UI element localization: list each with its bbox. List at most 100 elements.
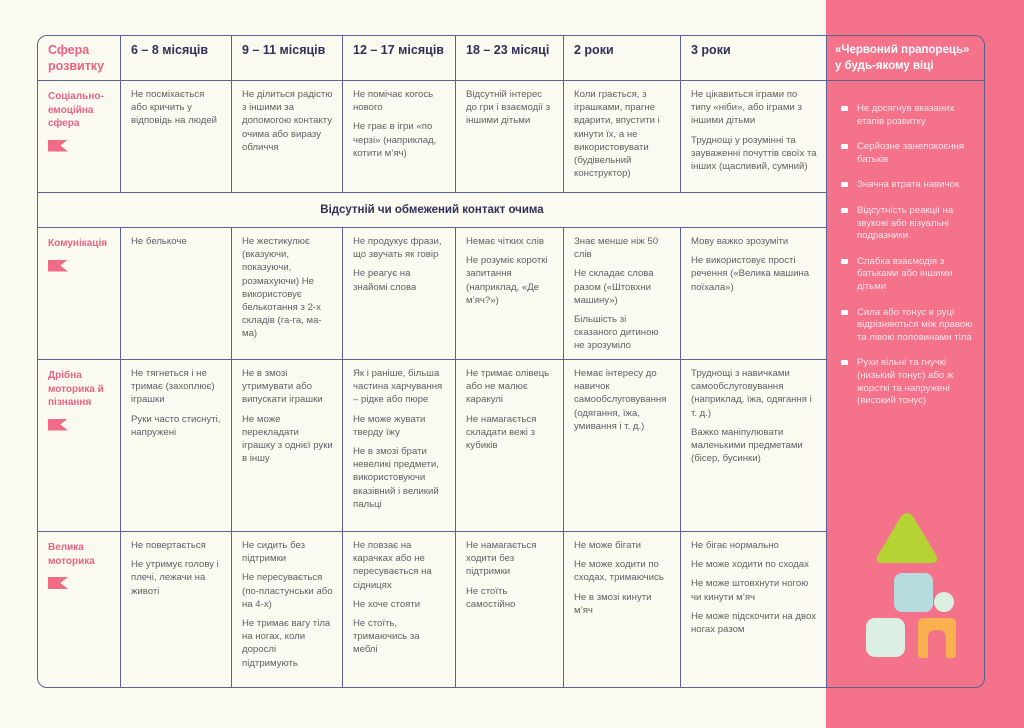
flag-icon: [48, 259, 68, 272]
red-flag-item: Серйозне занепокоєння батьків: [841, 141, 978, 166]
red-flag-text: Слабка взаємодія з батьками або іншими д…: [857, 255, 953, 292]
bullet-icon: [841, 258, 848, 264]
cell-text: Труднощі з навичками самообслуговування …: [691, 368, 812, 419]
row-label: Соціально-емоційна сфера: [48, 91, 104, 129]
cell-text: Не утримує голову і плечі, лежачи на жив…: [131, 559, 219, 597]
table-cell: Не белькоче: [121, 228, 232, 360]
blocks-illustration: [866, 513, 956, 658]
cell-text: Не в змозі утримувати або випускати ігра…: [242, 368, 323, 406]
cell-text: Не може ходити по сходах: [691, 559, 809, 571]
red-flag-header: «Червоний прапорець» у будь-якому віці: [827, 36, 984, 81]
cell-text: Не стоїть, тримаючись за меблі: [353, 618, 420, 656]
table-cell: Як і раніше, більша частина харчування –…: [343, 360, 456, 532]
flag-icon: [48, 418, 68, 431]
cell-text: Не в змозі брати невеликі предмети, вико…: [353, 446, 439, 510]
red-flag-item: Не досягнув вказаних етапів розвитку: [841, 103, 978, 128]
cell-text: Не жестикулює (вказуючи, показуючи, розм…: [242, 236, 322, 340]
cell-text: Важко маніпулювати маленькими предметами…: [691, 426, 803, 465]
triangle-block-icon: [876, 513, 938, 563]
table-cell: Не сидить без підтримки Не пересувається …: [232, 532, 343, 687]
bullet-icon: [841, 309, 848, 315]
table-cell: Труднощі з навичками самообслуговування …: [681, 360, 827, 532]
cell-text: Не посміхається або кричить у відповідь …: [131, 89, 218, 127]
table-cell: Не посміхається або кричить у відповідь …: [121, 81, 232, 193]
bullet-icon: [841, 182, 848, 188]
cell-text: Не реагує на знайомі слова: [353, 268, 417, 293]
table-cell: Не в змозі утримувати або випускати ігра…: [232, 360, 343, 532]
development-table: Сфера розвитку 6 – 8 місяців 9 – 11 місяці…: [37, 35, 985, 688]
cell-text: Не тягнеться і не тримає (захоплює) ігра…: [131, 368, 215, 406]
column-header-age: 9 – 11 місяців: [232, 36, 343, 81]
cell-text: Відсутній інтерес до гри і взаємодії з і…: [466, 89, 551, 127]
red-flag-text: Серйозне занепокоєння батьків: [857, 141, 965, 165]
bullet-icon: [841, 144, 848, 150]
cell-text: Не пересувається (по-пластунськи або на …: [242, 572, 333, 610]
red-flag-text: Не досягнув вказаних етапів розвитку: [857, 103, 955, 127]
cell-text: Не хоче стояти: [353, 598, 421, 610]
row-label-cell: Комунікація: [38, 228, 121, 360]
table-cell: Не повзає на карачках або не пересуваєть…: [343, 532, 456, 687]
cell-text: Не тримає вагу тіла на ногах, коли дорос…: [242, 618, 331, 669]
cell-text: Не може підскочити на двох ногах разом: [691, 610, 817, 636]
table-cell: Не ділиться радістю з іншими за допомого…: [232, 81, 343, 193]
arch-block-icon: [918, 618, 956, 658]
column-header-age: 2 роки: [564, 36, 681, 81]
table-cell: Не тягнеться і не тримає (захоплює) ігра…: [121, 360, 232, 532]
table-cell: Немає чітких слів Не розуміє короткі запи…: [456, 228, 564, 360]
cell-text: Немає інтересу до навичок самообслуговув…: [574, 368, 667, 432]
row-label: Комунікація: [48, 238, 108, 249]
column-header-sphere: Сфера розвитку: [38, 36, 121, 81]
red-flag-text: Відсутність реакції на звукові або візуа…: [857, 204, 954, 242]
table-cell: Не жестикулює (вказуючи, показуючи, розм…: [232, 228, 343, 360]
cell-text: Як і раніше, більша частина харчування –…: [353, 368, 443, 406]
column-header-age: 18 – 23 місяці: [456, 36, 564, 81]
cell-text: Не тримає олівець або не малює каракулі: [466, 368, 550, 406]
cell-text: Не намагається складати вежі з кубиків: [466, 413, 537, 452]
row-label: Дрібна моторика й пізнання: [48, 370, 104, 408]
cell-text: Не продукує фрази, що звучать як говір: [353, 236, 442, 261]
cell-text: Руки часто стиснуті, напружені: [131, 413, 221, 438]
table-cell: Мову важко зрозуміти Не використовує прос…: [681, 228, 827, 360]
cell-text: Не може жувати тверду їжу: [353, 413, 426, 438]
table-cell: Не тримає олівець або не малює каракулі Н…: [456, 360, 564, 532]
table-cell: Не цікавиться іграми по типу «ніби», або…: [681, 81, 827, 193]
table-cell: Коли грається, з іграшками, прагне вдари…: [564, 81, 681, 193]
row-label-cell: Дрібна моторика й пізнання: [38, 360, 121, 532]
table-cell: Не повертається Не утримує голову і плечі…: [121, 532, 232, 687]
bullet-icon: [841, 360, 848, 366]
red-flag-item: Відсутність реакції на звукові або візуа…: [841, 205, 978, 243]
cell-text: Не белькоче: [131, 236, 187, 247]
table-cell: Не може бігати Не може ходити по сходах, …: [564, 532, 681, 687]
cell-text: Не бігає нормально: [691, 540, 779, 551]
row-label-cell: Велика моторика: [38, 532, 121, 687]
cell-text: Більшість зі сказаного дитиною не зрозум…: [574, 314, 659, 352]
cell-text: Не може бігати: [574, 540, 641, 551]
cell-text: Не грає в ігри «по черзі» (наприклад, ко…: [353, 121, 437, 159]
column-header-age: 3 роки: [681, 36, 827, 81]
row-label-cell: Соціально-емоційна сфера: [38, 81, 121, 193]
cell-text: Не може штовхнути ногою чи кинути м’яч: [691, 578, 809, 603]
row-label: Велика моторика: [48, 542, 95, 567]
cell-text: Не ділиться радістю з іншими за допомого…: [242, 89, 333, 153]
table-cell: Відсутній інтерес до гри і взаємодії з і…: [456, 81, 564, 193]
cell-text: Коли грається, з іграшками, прагне вдари…: [574, 89, 660, 180]
cell-text: Мову важко зрозуміти: [691, 236, 789, 247]
cell-text: Не розуміє короткі запитання (наприклад,…: [466, 255, 548, 306]
cell-text: Не повертається: [131, 540, 206, 551]
cell-text: Не цікавиться іграми по типу «ніби», або…: [691, 89, 802, 127]
cell-text: Не стоїть самостійно: [466, 585, 516, 610]
cell-text: Не може перекладати іграшку з однієї рук…: [242, 413, 333, 465]
bullet-icon: [841, 106, 848, 111]
cell-text: Не може ходити по сходах, тримаючись: [574, 559, 664, 584]
cell-text: Не використовує прості речення («Велика …: [691, 255, 810, 293]
flag-icon: [48, 139, 68, 152]
red-flag-item: Значна втрата навичок: [841, 179, 978, 192]
table-cell: Не продукує фрази, що звучать як говір Не…: [343, 228, 456, 360]
eye-contact-banner: Відсутній чи обмежений контакт очима: [38, 193, 827, 228]
cell-text: Не повзає на карачках або не пересуваєть…: [353, 540, 432, 591]
red-flag-text: Значна втрата навичок: [857, 179, 960, 191]
red-flag-item: Слабка взаємодія з батьками або іншими д…: [841, 256, 978, 294]
cell-text: Не в змозі кинути м’яч: [574, 591, 652, 616]
ball-icon: [934, 592, 954, 612]
table-cell: Не намагається ходити без підтримки Не ст…: [456, 532, 564, 687]
